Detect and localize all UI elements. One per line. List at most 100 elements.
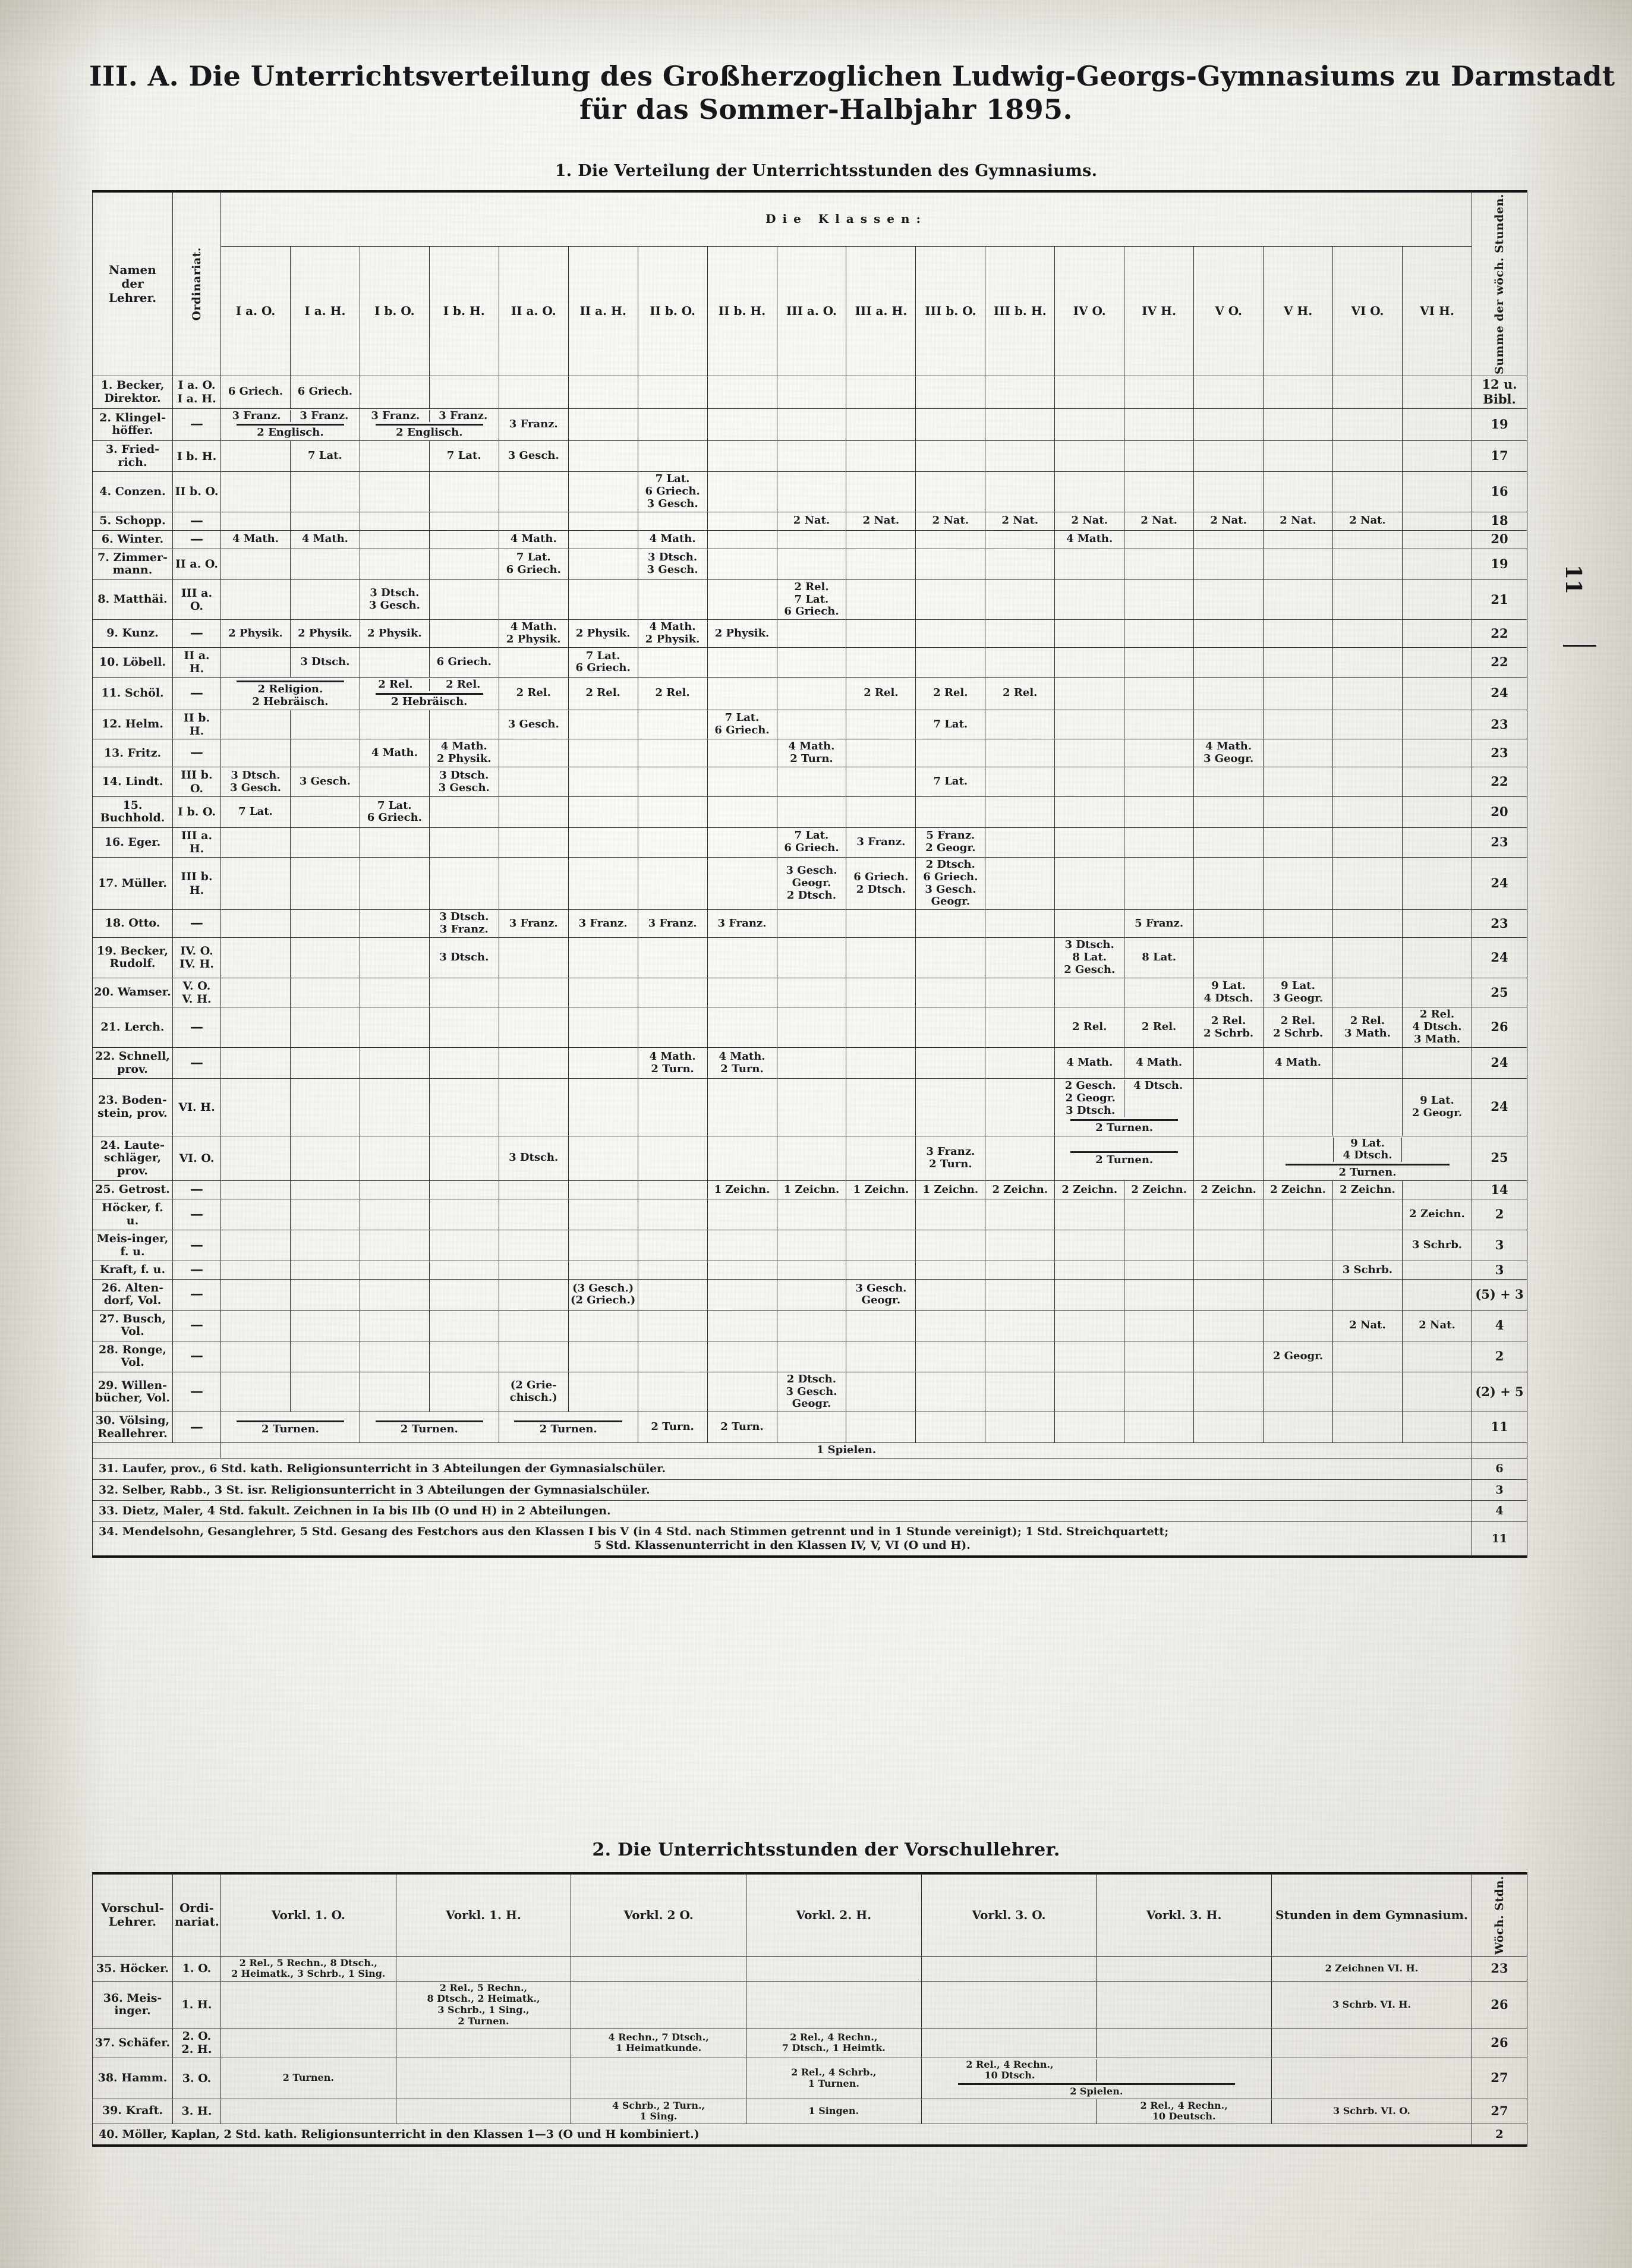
table-row[interactable]: 23. Boden-stein, prov. VI. H. 2 Gesch. 2 Ge… xyxy=(92,1078,1527,1136)
assignment-cell xyxy=(498,1260,569,1280)
table-row[interactable]: 19. Becker, Rudolf. IV. O. IV. H. 3 Dtsch. 3… xyxy=(92,937,1527,978)
table-row[interactable]: 7. Zimmer-mann. II a. O. 7 Lat. 6 Griech. 3 … xyxy=(92,548,1527,580)
table-row[interactable]: 16. Eger. III a. H. 7 Lat. 6 Griech. 3 Franz… xyxy=(92,827,1527,858)
table-row[interactable]: 9. Kunz. —2 Physik. 2 Physik. 2 Physik. 4 Ma… xyxy=(92,619,1527,648)
table-row[interactable]: Höcker, f. u. — 2 Zeichn. 2 xyxy=(92,1199,1527,1231)
assignment-cell: 2 Rel. 7 Lat. 6 Griech. xyxy=(776,579,847,620)
assignment-cell xyxy=(707,1260,777,1280)
cell-line: 2 Rel. xyxy=(1142,1020,1177,1034)
assignment-cell xyxy=(1193,1078,1264,1136)
table-row[interactable]: 30. Völsing, Reallehrer. — 2 Turnen. 2 Turn… xyxy=(92,1412,1527,1444)
table-row[interactable]: 17. Müller. III b. H. 3 Gesch. Geogr. 2 Dtsc… xyxy=(92,856,1527,911)
table-row[interactable]: 1. Becker, Direktor. I a. O. I a. H. 6 Grie… xyxy=(92,376,1527,409)
table-row[interactable]: 36. Meis-inger. 1. H. 2 Rel., 5 Rechn., 8 D… xyxy=(92,1980,1527,2029)
ordinariat-cell: — xyxy=(172,1371,221,1413)
table-row[interactable]: 38. Hamm. 3. O. 2 Turnen. 2 Rel., 4 Schrb.,… xyxy=(92,2057,1527,2099)
assignment-cell: 2 Zeichn. xyxy=(1401,1199,1473,1231)
cell-line: 35. Höcker. xyxy=(96,1961,169,1975)
teaching-assignment-table: Namen der Lehrer. Ordinariat. Die Klasse… xyxy=(92,190,1527,1558)
footnote-row: 40. Möller, Kaplan, 2 Std. kath. Religio… xyxy=(92,2123,1527,2147)
assignment-cell xyxy=(220,739,291,768)
assignment-cell xyxy=(1124,709,1195,740)
assignment-cell xyxy=(776,1412,847,1444)
assignment-cell xyxy=(776,1230,847,1261)
cell-line: 13. Fritz. xyxy=(103,746,162,760)
table-row[interactable]: 26. Alten-dorf, Vol. — (3 Gesch.) (2 Griech… xyxy=(92,1278,1527,1311)
table-row[interactable]: 12. Helm. II b. H. 3 Gesch. 7 Lat. 6 Griech.… xyxy=(92,709,1527,740)
table-row[interactable]: 39. Kraft. 3. H. 4 Schrb., 2 Turn., 1 Sing.… xyxy=(92,2098,1527,2124)
preschool-class-header: Vorkl. 3. H. xyxy=(1096,1872,1272,1957)
cell-line: 2 Physik. xyxy=(436,752,492,766)
assignment-cell xyxy=(776,1199,847,1231)
cell-line: 2 Rel., 4 Schrb., xyxy=(791,2067,877,2078)
table-row[interactable]: 4. Conzen. II b. O. 7 Lat. 6 Griech. 3 Gesch… xyxy=(92,471,1527,512)
teacher-name-cell: 26. Alten-dorf, Vol. xyxy=(92,1278,173,1311)
table-row[interactable]: 11. Schöl. — 2 Religion. 2 Hebräisch. 2 Rel.… xyxy=(92,676,1527,710)
table-row[interactable]: Meis-inger, f. u. — 3 Schrb. 3 xyxy=(92,1230,1527,1261)
assignment-cell xyxy=(637,376,708,409)
table-row[interactable]: 20. Wamser. V. O. V. H. 9 Lat. 4 Dtsch. 9 Lat… xyxy=(92,977,1527,1008)
table-row[interactable]: 27. Busch, Vol. — 2 Nat. 2 Nat. 4 xyxy=(92,1309,1527,1341)
cell-line: 2 Zeichn. xyxy=(992,1183,1048,1196)
table-row[interactable]: 37. Schäfer. 2. O. 2. H. 4 Rechn., 7 Dtsch.… xyxy=(92,2028,1527,2058)
table-row[interactable]: 13. Fritz. —4 Math. 4 Math. 2 Physik. 4 Math… xyxy=(92,739,1527,768)
table-row[interactable]: 6. Winter. — 4 Math. 4 Math. 4 Math. 4 Math. 4… xyxy=(92,530,1527,549)
assignment-cell xyxy=(1054,471,1125,512)
assignment-cell xyxy=(707,471,777,512)
assignment-cell xyxy=(289,1180,360,1200)
assignment-cell: 5 Franz. 2 Geogr. xyxy=(915,827,986,858)
cell-line: III b. H. xyxy=(181,870,213,897)
table-row[interactable]: 24. Laute-schläger, prov. VI. O. 3 Dtsch. 3… xyxy=(92,1135,1527,1182)
assignment-cell xyxy=(1401,1340,1473,1372)
cell-line: 2 Zeichnen VI. H. xyxy=(1325,1963,1419,1974)
cell-line: 6 Griech. xyxy=(853,870,909,883)
assignment-cell xyxy=(429,1180,499,1200)
table-row[interactable]: 8. Matthäi. III a. O. 3 Dtsch. 3 Gesch. 2 Re… xyxy=(92,579,1527,620)
table-row[interactable]: 15. Buchhold. I b. O. 7 Lat. 7 Lat. 6 Griech… xyxy=(92,796,1527,828)
assignment-cell xyxy=(1054,1260,1125,1280)
cell-line: 2 Rel. xyxy=(1350,1014,1385,1027)
cell-line: 2 Schrb. xyxy=(1272,1026,1324,1040)
assignment-cell xyxy=(745,1980,922,2029)
cell-line: 3. O. xyxy=(182,2071,212,2085)
table-row[interactable]: 29. Willen-bücher, Vol. — (2 Grie-chisch.)… xyxy=(92,1371,1527,1413)
assignment-cell xyxy=(846,579,916,620)
table-row[interactable]: 21. Lerch. —2 Rel. 2 Rel. 2 Rel. 2 Schrb. 2 R… xyxy=(92,1007,1527,1048)
assignment-cell xyxy=(220,1078,291,1136)
table-row[interactable]: 2. Klingel-höffer. —3 Franz. 3 Franz. 2 Eng… xyxy=(92,408,1527,442)
table-row[interactable]: 14. Lindt. III b. O. 3 Dtsch. 3 Gesch. 3 Ges… xyxy=(92,767,1527,798)
table1-body: 1. Becker, Direktor. I a. O. I a. H. 6 Grie… xyxy=(92,376,1527,1558)
table-row[interactable]: 22. Schnell, prov. —4 Math. 2 Turn. 4 Math.… xyxy=(92,1047,1527,1079)
cell-line: 19. Becker, Rudolf. xyxy=(97,944,168,971)
assignment-cell xyxy=(568,1260,638,1280)
assignment-cell xyxy=(571,1955,746,1982)
assignment-cell: 4 Math. xyxy=(220,530,291,549)
assignment-cell xyxy=(985,796,1056,828)
table-row[interactable]: 3. Fried-rich. I b. H. 7 Lat. 7 Lat. 3 Gesch… xyxy=(92,440,1527,472)
assignment-cell xyxy=(359,548,430,580)
span-subcells: 2 Rel., 4 Rechn., 10 Dtsch. xyxy=(924,2059,1269,2081)
assignment-cell xyxy=(745,1955,922,1982)
table-row[interactable]: 18. Otto. —3 Dtsch. 3 Franz. 3 Franz. 3 Fran… xyxy=(92,909,1527,938)
assignment-cell xyxy=(429,376,499,409)
weekly-hours-sum: 21 xyxy=(1472,579,1527,620)
assignment-cell xyxy=(985,1230,1056,1261)
table-row[interactable]: 28. Ronge, Vol. — 2 Geogr. 2 xyxy=(92,1340,1527,1372)
table-row[interactable]: 25. Getrost. — 1 Zeichn. 1 Zeichn. 1 Zeichn.… xyxy=(92,1180,1527,1200)
assignment-cell xyxy=(1263,1278,1333,1311)
table-row[interactable]: Kraft, f. u. — 3 Schrb. 3 xyxy=(92,1260,1527,1280)
assignment-cell xyxy=(1401,909,1473,938)
assignment-cell xyxy=(1193,440,1264,472)
assignment-cell xyxy=(846,1309,916,1341)
teacher-name-cell: 7. Zimmer-mann. xyxy=(92,548,173,580)
cell-line: 2 Rel. xyxy=(516,686,551,700)
assignment-cell xyxy=(359,1078,430,1136)
table-row[interactable]: 10. Löbell. II a. H. 3 Dtsch. 6 Griech. 7 La… xyxy=(92,647,1527,678)
teacher-name-cell: 37. Schäfer. xyxy=(92,2028,173,2058)
cell-line: 2 Zeichn. xyxy=(1061,1183,1118,1196)
header-names-l3: Lehrer. xyxy=(108,290,157,305)
assignment-cell: 3 Dtsch. xyxy=(289,647,360,678)
table-row[interactable]: 35. Höcker. 1. O. 2 Rel., 5 Rechn., 8 Dtsc… xyxy=(92,1955,1527,1982)
preschool-class-header: Vorkl. 2 O. xyxy=(571,1872,746,1957)
table-row[interactable]: 5. Schopp. — 2 Nat. 2 Nat. 2 Nat. 2 Nat. 2 Nat… xyxy=(92,511,1527,531)
